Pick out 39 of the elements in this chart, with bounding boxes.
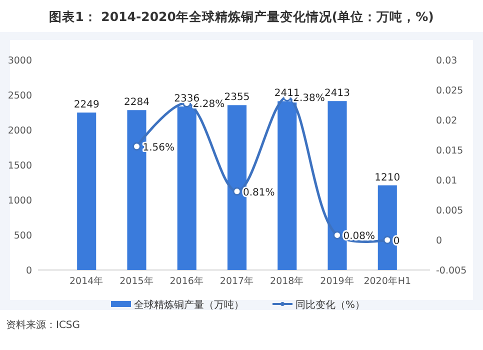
text: 资料来源：ICSG bbox=[6, 319, 80, 331]
x-tick-label: 2015年 bbox=[120, 275, 154, 287]
y2-tick-label: 0.03 bbox=[436, 56, 458, 66]
legend-label: 同比变化（%） bbox=[296, 299, 366, 311]
x-tick-label: 2020年H1 bbox=[364, 275, 412, 287]
x-tick-label: 2018年 bbox=[270, 275, 304, 287]
y2-tick-label: 0.025 bbox=[436, 86, 464, 96]
point bbox=[232, 187, 242, 196]
y2-tick-label: 0.015 bbox=[436, 146, 464, 156]
y-tick-label: 500 bbox=[14, 230, 32, 242]
y2-tick-label: 0.01 bbox=[436, 176, 458, 186]
y2-tick-label: 0.02 bbox=[436, 116, 458, 126]
data-label: 1210 bbox=[374, 172, 400, 184]
data-label: 2284 bbox=[124, 97, 150, 108]
x-tick-label: 2019年 bbox=[320, 275, 354, 287]
point bbox=[132, 142, 141, 151]
y2-tick-label: 0 bbox=[436, 236, 442, 246]
x-tick-label: 2016年 bbox=[170, 275, 204, 287]
legend-label: 全球精炼铜产量（万吨） bbox=[134, 299, 244, 311]
y-tick-label: 3000 bbox=[8, 56, 32, 66]
y-tick-label: 2000 bbox=[8, 126, 32, 136]
bar bbox=[177, 106, 196, 270]
x-tick-label: 2017年 bbox=[220, 275, 254, 287]
y-tick-label: 2500 bbox=[8, 90, 32, 102]
y2-tick-label: 0.005 bbox=[436, 206, 464, 216]
bar bbox=[378, 185, 397, 270]
x-tick-label: 2014年 bbox=[70, 275, 104, 287]
y-tick-label: 1000 bbox=[8, 196, 32, 206]
y-tick-label: 1500 bbox=[8, 160, 32, 172]
bar bbox=[278, 101, 297, 270]
data-label: 2413 bbox=[324, 88, 350, 100]
y2-tick-label: -0.005 bbox=[436, 266, 467, 276]
data-label: 2355 bbox=[224, 92, 250, 104]
point bbox=[383, 236, 392, 244]
y-tick-label: 0 bbox=[26, 266, 32, 276]
bar bbox=[77, 112, 96, 270]
data-label: 2249 bbox=[74, 100, 100, 111]
chart-title: 图表1： 2014-2020年全球精炼铜产量变化情况(单位：万吨，%) bbox=[49, 9, 434, 24]
point bbox=[333, 230, 342, 240]
